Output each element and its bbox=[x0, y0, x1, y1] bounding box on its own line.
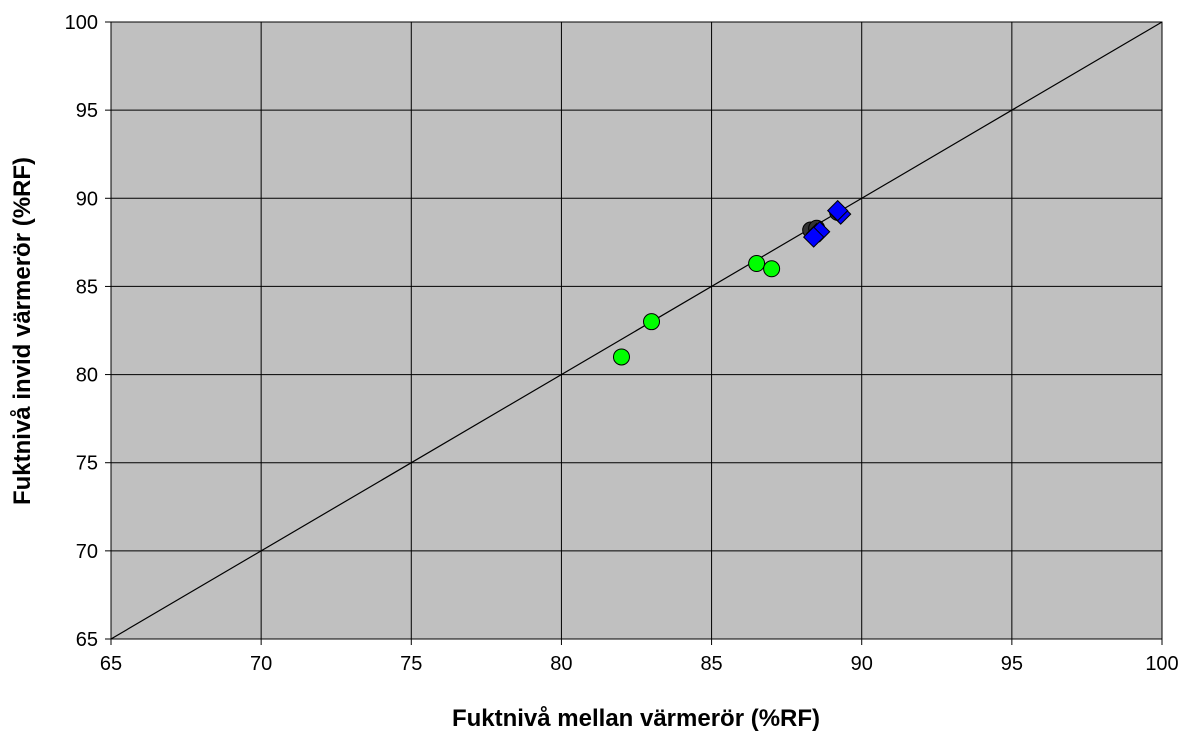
data-point-series-3 bbox=[826, 199, 849, 222]
x-axis-title: Fuktnivå mellan värmerör (%RF) bbox=[452, 705, 820, 732]
y-tick-label: 95 bbox=[76, 100, 98, 122]
y-tick-label: 100 bbox=[65, 12, 98, 34]
x-tick-labels: 65 70 75 80 85 90 95 100 bbox=[100, 639, 1179, 675]
x-tick-label: 95 bbox=[1001, 653, 1023, 675]
data-point-series-1 bbox=[748, 255, 766, 273]
x-tick-label: 70 bbox=[250, 653, 272, 675]
y-tick-label: 65 bbox=[76, 629, 98, 651]
y-tick-label: 80 bbox=[76, 365, 98, 387]
data-point-series-1 bbox=[643, 313, 661, 331]
data-point-series-3 bbox=[802, 226, 825, 248]
x-tick-label: 65 bbox=[100, 653, 122, 675]
data-points bbox=[612, 199, 852, 366]
reference-line bbox=[110, 21, 1163, 640]
x-tick-label: 100 bbox=[1145, 653, 1178, 675]
y-tick-labels: 65 70 75 80 85 90 95 100 bbox=[65, 12, 111, 651]
x-tick-label: 80 bbox=[550, 653, 572, 675]
x-tick-label: 85 bbox=[700, 653, 722, 675]
y-tick-label: 90 bbox=[76, 188, 98, 210]
y-tick-label: 75 bbox=[76, 453, 98, 475]
plot-border bbox=[110, 21, 1163, 640]
y-axis-title: Fuktnivå invid värmerör (%RF) bbox=[9, 157, 36, 505]
y-tick-label: 85 bbox=[76, 276, 98, 298]
data-point-series-1 bbox=[612, 348, 630, 366]
x-tick-label: 90 bbox=[851, 653, 873, 675]
y-tick-label: 70 bbox=[76, 541, 98, 563]
x-tick-label: 75 bbox=[400, 653, 422, 675]
data-point-series-1 bbox=[763, 260, 781, 278]
